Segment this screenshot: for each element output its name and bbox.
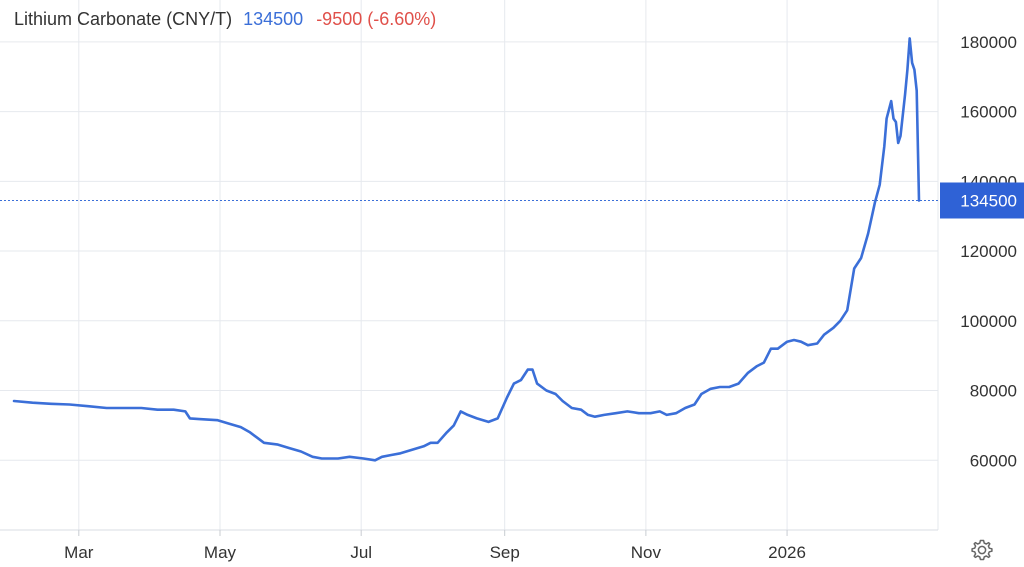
x-axis-labels: Mar May Jul Sep Nov 2026 — [64, 543, 806, 562]
x-tick-label: May — [204, 543, 237, 562]
price-line[interactable] — [12, 37, 921, 462]
x-tick-label: Nov — [631, 543, 662, 562]
chart-header: Lithium Carbonate (CNY/T) 134500 -9500 (… — [14, 9, 436, 30]
y-tick-label: 160000 — [960, 103, 1017, 122]
x-tick-marks — [78, 530, 788, 536]
current-price: 134500 — [243, 9, 304, 29]
price-change: -9500 (-6.60%) — [316, 9, 437, 29]
y-tick-label: 80000 — [970, 382, 1017, 401]
x-tick-label: Sep — [490, 543, 520, 562]
y-tick-label: 60000 — [970, 451, 1017, 470]
last-price-badge-label: 134500 — [960, 191, 1017, 210]
last-price-badge: 134500 — [940, 182, 1024, 219]
x-tick-label: 2026 — [768, 543, 806, 562]
y-tick-label: 120000 — [960, 242, 1017, 261]
gear-icon — [971, 539, 993, 561]
last-price-badge-bg — [940, 182, 1024, 219]
x-tick-label: Jul — [350, 543, 372, 562]
grid-lines — [0, 0, 939, 531]
instrument-name: Lithium Carbonate (CNY/T) — [14, 9, 233, 29]
settings-button[interactable] — [970, 538, 994, 562]
x-tick-label: Mar — [64, 543, 94, 562]
y-tick-label: 180000 — [960, 33, 1017, 52]
y-tick-label: 100000 — [960, 312, 1017, 331]
